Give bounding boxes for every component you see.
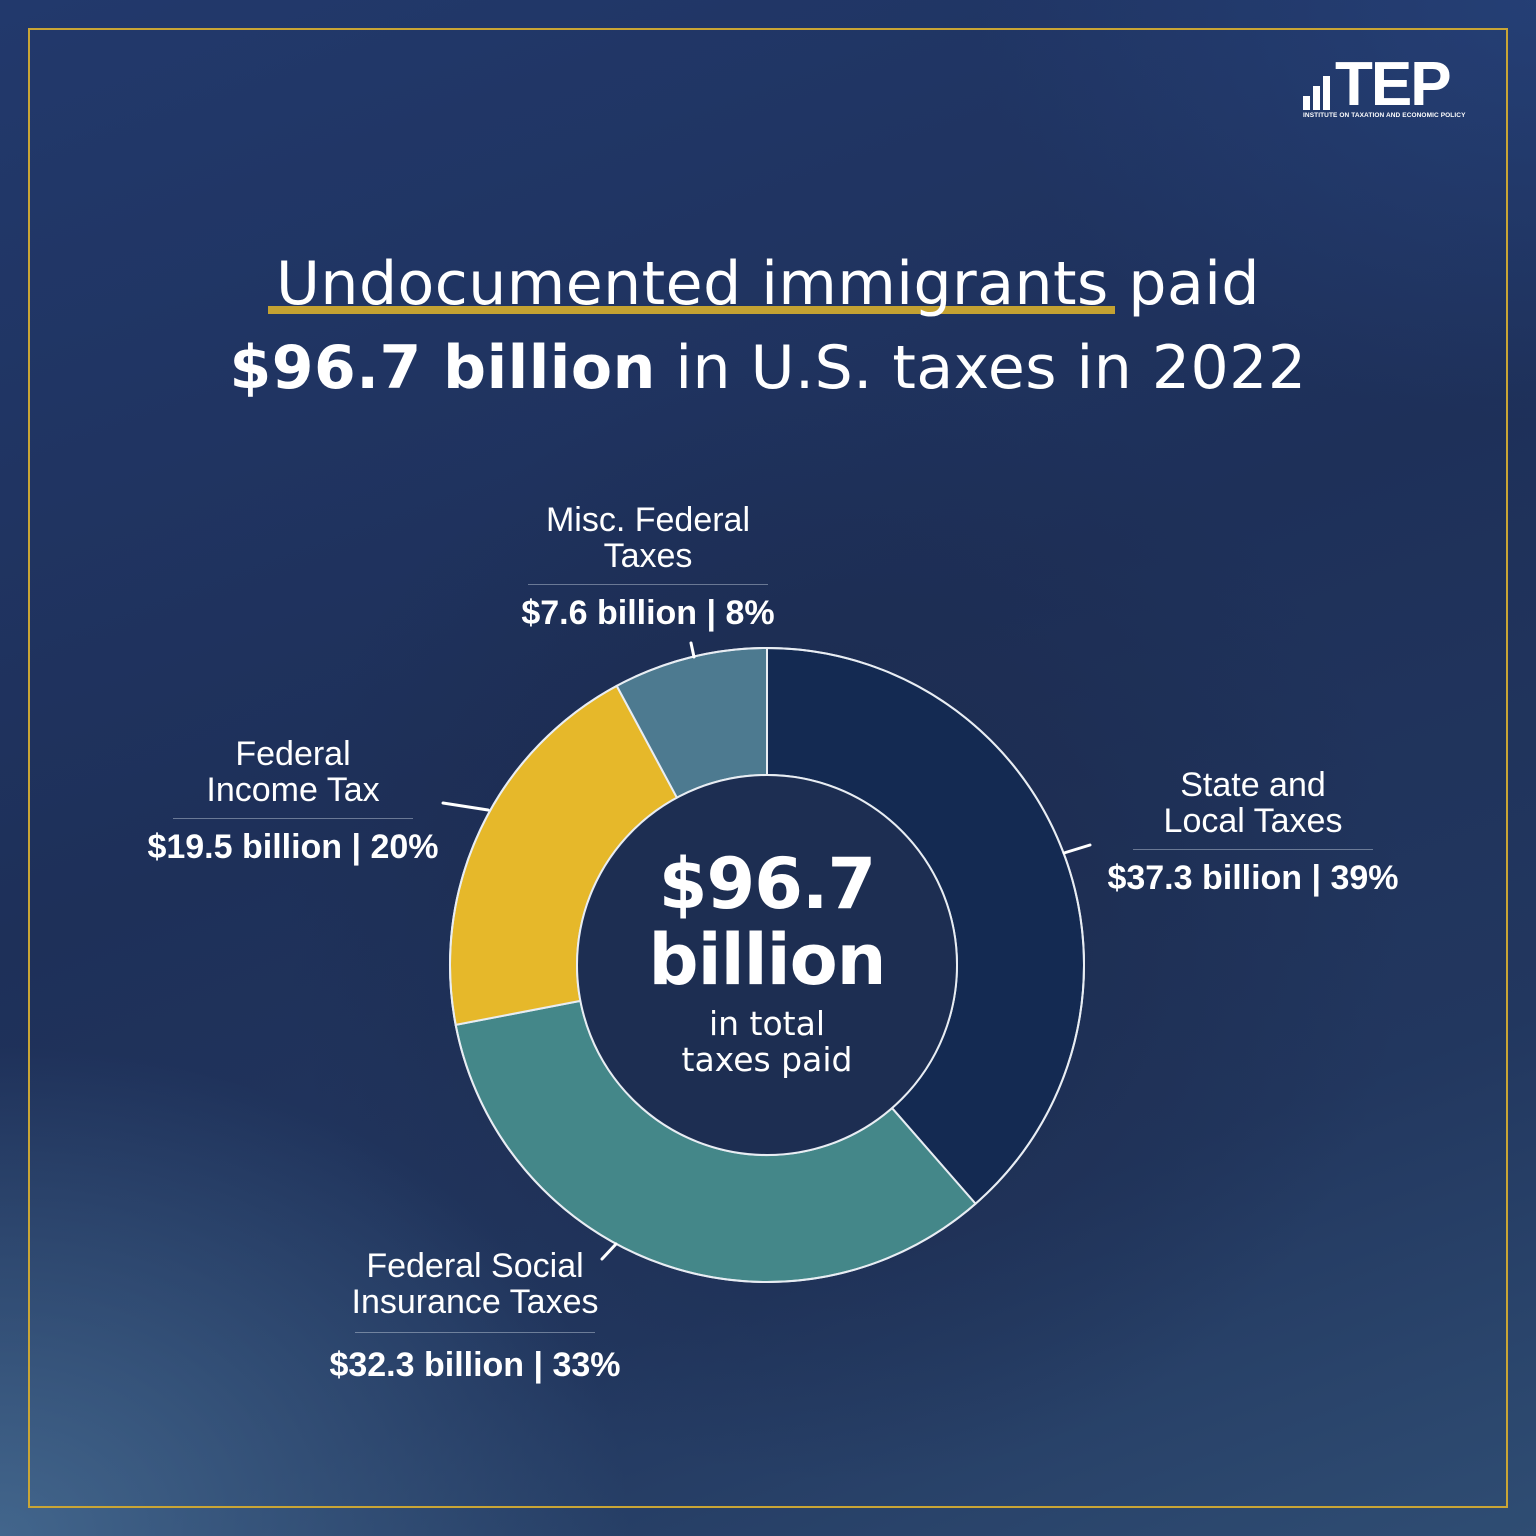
logo-subtitle: INSTITUTE ON TAXATION AND ECONOMIC POLIC… [1303, 112, 1466, 119]
headline-line-1: Undocumented immigrants paid [0, 244, 1536, 324]
donut-slices [449, 646, 1085, 1283]
donut-outer-edge [449, 647, 1085, 1283]
label-misc-value: $7.6 billion | 8% [521, 594, 775, 632]
label-social-insurance: Federal Social Insurance Taxes $32.3 bil… [310, 1248, 640, 1385]
label-state-local-value: $37.3 billion | 39% [1107, 859, 1399, 897]
donut-center-label: $96.7 billion in total taxes paid [567, 846, 967, 1078]
label-divider [355, 1332, 595, 1333]
headline-highlight: Undocumented immigrants [268, 244, 1115, 324]
logo-wordmark: TEP [1335, 50, 1452, 119]
label-state-local: State and Local Taxes $37.3 billion | 39… [1088, 767, 1418, 898]
center-caption-2: taxes paid [681, 1040, 853, 1079]
center-caption-1: in total [708, 1004, 826, 1043]
label-divider [173, 818, 413, 819]
leader-line-misc [689, 641, 696, 659]
leader-line-social [600, 1242, 618, 1261]
label-income: Federal Income Tax $19.5 billion | 20% [128, 736, 458, 867]
label-divider [1133, 849, 1373, 850]
label-income-value: $19.5 billion | 20% [147, 828, 439, 866]
center-unit: billion [648, 919, 886, 1001]
bar-chart-icon [1303, 62, 1343, 110]
leader-lines [441, 641, 1092, 1261]
headline-line-2: $96.7 billion in U.S. taxes in 2022 [0, 328, 1536, 408]
headline-line-1-rest: paid [1108, 249, 1260, 319]
headline-amount: $96.7 billion [229, 333, 656, 403]
label-social-insurance-value: $32.3 billion | 33% [329, 1346, 621, 1384]
label-misc: Misc. Federal Taxes $7.6 billion | 8% [498, 502, 798, 633]
center-amount: $96.7 [658, 843, 876, 925]
leader-line-income [441, 801, 490, 812]
leader-line-state [1062, 843, 1092, 855]
donut-hole [576, 774, 958, 1156]
headline-line-2-rest: in U.S. taxes in 2022 [655, 333, 1307, 403]
label-divider [528, 584, 768, 585]
itep-logo: TEP INSTITUTE ON TAXATION AND ECONOMIC P… [1303, 54, 1485, 126]
